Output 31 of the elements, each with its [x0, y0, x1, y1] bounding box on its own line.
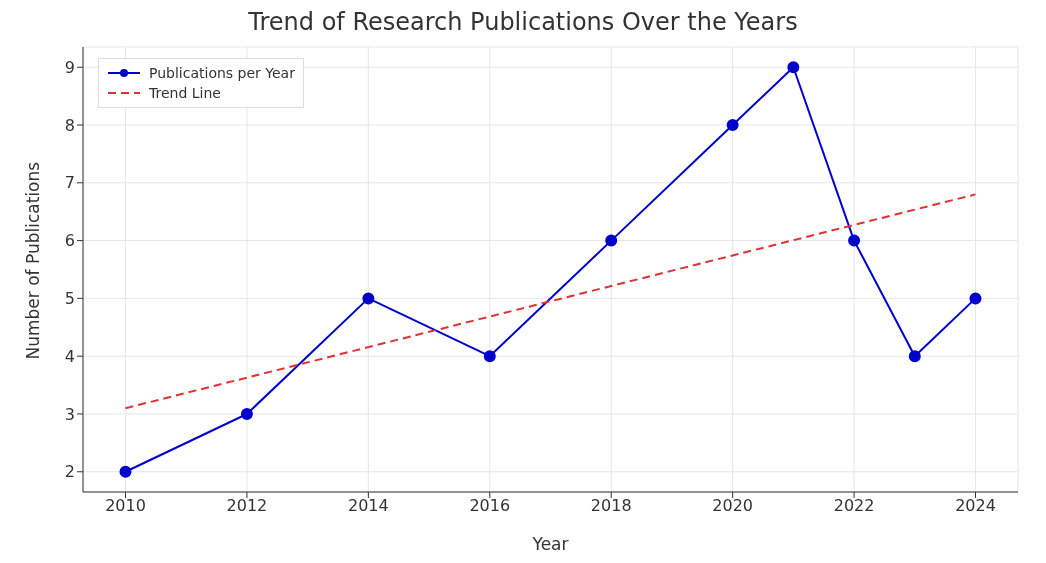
- y-tick-label: 3: [64, 404, 75, 424]
- x-tick-label: 2018: [590, 496, 632, 516]
- x-tick-label: 2020: [712, 496, 753, 516]
- x-tick-label: 2016: [469, 496, 511, 516]
- point: [726, 119, 739, 132]
- x-tick-label: 2024: [955, 496, 996, 516]
- y-tick-label: 7: [64, 173, 75, 193]
- point: [483, 350, 496, 363]
- x-axis-title: Year: [531, 534, 569, 554]
- y-tick-label: 4: [64, 346, 75, 366]
- y-tick-label: 8: [64, 115, 75, 135]
- x-tick-label: 2014: [348, 496, 389, 516]
- x-tick-label: 2022: [833, 496, 875, 516]
- point: [848, 234, 861, 247]
- legend-label: Trend Line: [149, 85, 221, 101]
- x-tick-label: 2012: [226, 496, 268, 516]
- point: [969, 292, 982, 305]
- point: [605, 234, 618, 247]
- point: [240, 407, 253, 420]
- x-tick-label: 2010: [105, 496, 146, 516]
- y-tick-label: 2: [64, 462, 75, 482]
- point: [787, 61, 800, 74]
- legend-label: Publications per Year: [149, 65, 295, 81]
- y-tick-label: 6: [64, 231, 75, 251]
- y-axis-title: Number of Publications: [23, 161, 44, 360]
- y-tick-label: 5: [64, 289, 75, 309]
- y-tick-label: 9: [64, 57, 75, 77]
- point: [362, 292, 375, 305]
- point: [119, 465, 132, 478]
- chart-title: Trend of Research Publications Over the Years: [247, 8, 799, 38]
- point: [908, 350, 921, 363]
